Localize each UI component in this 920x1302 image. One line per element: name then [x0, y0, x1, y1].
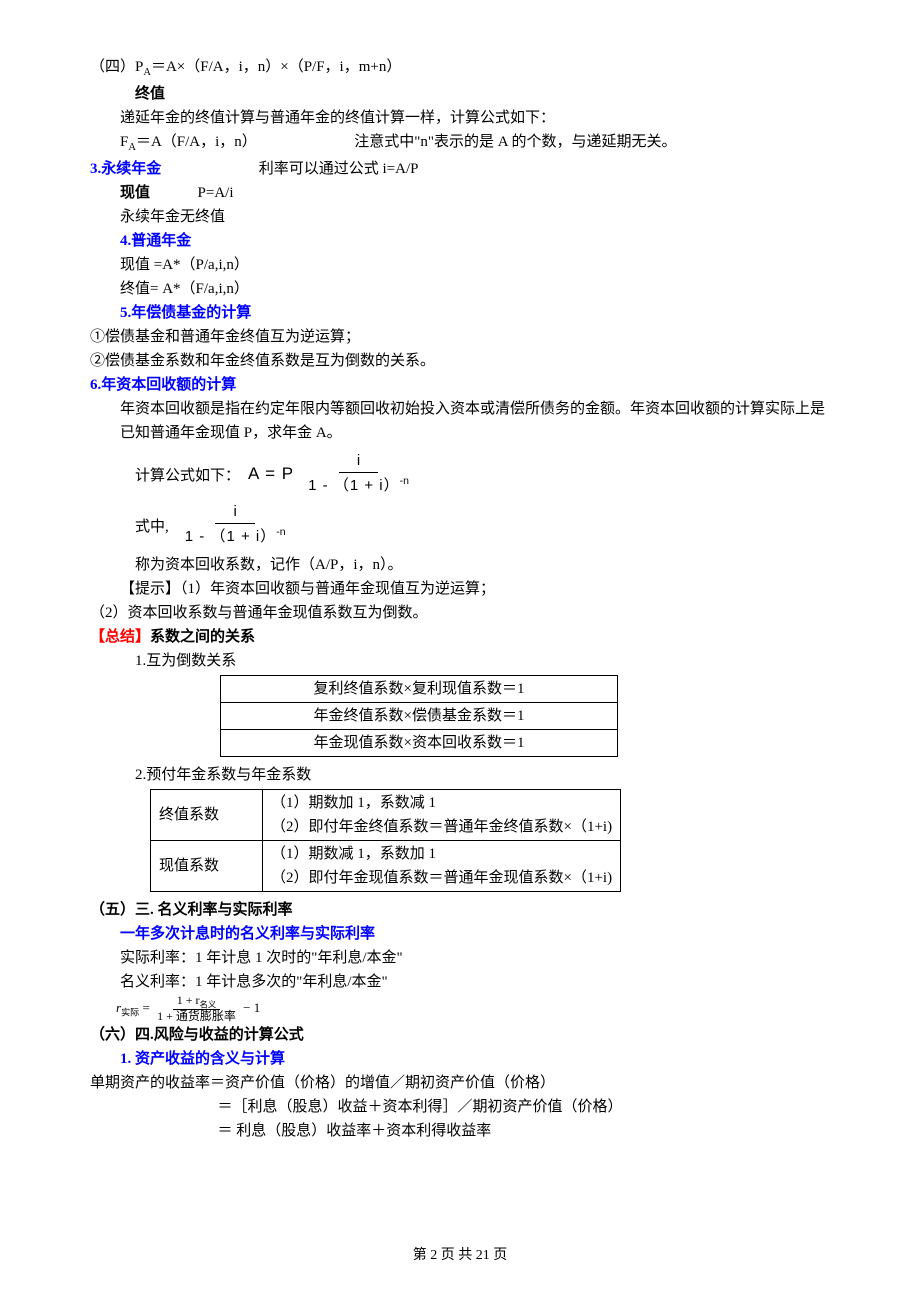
- text-line: 实际利率：1 年计息 1 次时的"年利息/本金": [90, 946, 830, 970]
- table-cell: 复利终值系数×复利现值系数＝1: [221, 675, 618, 702]
- text-bold: 系数之间的关系: [150, 629, 255, 645]
- numerator: i: [339, 451, 378, 474]
- heading: 终值: [90, 82, 830, 106]
- text-line: 现值 P=A/i: [90, 181, 830, 205]
- den-exp: -n: [276, 526, 285, 538]
- den-base: 1 - （1 + i）: [308, 477, 399, 494]
- text-line: ①偿债基金和普通年金终值互为逆运算；: [90, 325, 830, 349]
- formula-eq: A = P: [248, 460, 300, 495]
- text-red: 【总结】: [90, 629, 150, 645]
- table-cell: （1）期数加 1，系数减 1 （2）即付年金终值系数＝普通年金终值系数×（1+i…: [263, 789, 621, 840]
- text-bold: 现值: [120, 185, 150, 201]
- heading-blue: 3.永续年金: [90, 161, 161, 177]
- formula: 式中, i 1 - （1 + i）-n: [90, 502, 830, 547]
- table-row: 现值系数 （1）期数减 1，系数加 1 （2）即付年金现值系数＝普通年金现值系数…: [151, 840, 621, 891]
- text-line: （2）资本回收系数与普通年金现值系数互为倒数。: [90, 601, 830, 625]
- denominator: 1 + 通货膨胀率: [153, 1010, 240, 1023]
- formula-label: 计算公式如下：: [135, 464, 248, 496]
- text-line: ②偿债基金系数和年金终值系数是互为倒数的关系。: [90, 349, 830, 373]
- text-line: 永续年金无终值: [90, 205, 830, 229]
- table-row: 终值系数 （1）期数加 1，系数减 1 （2）即付年金终值系数＝普通年金终值系数…: [151, 789, 621, 840]
- table-cell: （1）期数减 1，系数加 1 （2）即付年金现值系数＝普通年金现值系数×（1+i…: [263, 840, 621, 891]
- text-line: 称为资本回收系数，记作（A/P，i，n）。: [90, 553, 830, 577]
- text-para: 年资本回收额是指在约定年限内等额回收初始投入资本或清偿所债务的金额。年资本回收额…: [90, 397, 830, 445]
- text-line: 【总结】系数之间的关系: [90, 625, 830, 649]
- table-cell: 年金终值系数×偿债基金系数＝1: [221, 702, 618, 729]
- formula-small: r实际 = 1 + r名义 1 + 通货膨胀率 − 1: [90, 994, 830, 1024]
- text: 利率可以通过公式 i=A/P: [259, 161, 419, 177]
- cell-line: （2）即付年金现值系数＝普通年金现值系数×（1+i): [271, 866, 612, 890]
- fraction: i 1 - （1 + i）-n: [300, 451, 417, 496]
- table-reciprocal: 复利终值系数×复利现值系数＝1 年金终值系数×偿债基金系数＝1 年金现值系数×资…: [220, 675, 618, 757]
- fraction: 1 + r名义 1 + 通货膨胀率: [153, 994, 240, 1024]
- cell-line: （1）期数加 1，系数减 1: [271, 791, 612, 815]
- text-line: 终值= A*（F/a,i,n）: [90, 277, 830, 301]
- den-exp: -n: [400, 475, 409, 487]
- cell-line: （1）期数减 1，系数加 1: [271, 842, 612, 866]
- text-line: 1.互为倒数关系: [90, 649, 830, 673]
- cell-line: （2）即付年金终值系数＝普通年金终值系数×（1+i): [271, 815, 612, 839]
- document-page: （四）PA＝A×（F/A，i，n）×（P/F，i，m+n） 终值 递延年金的终值…: [0, 0, 920, 1302]
- table-cell: 终值系数: [151, 789, 263, 840]
- text-line: 3.永续年金 利率可以通过公式 i=A/P: [90, 157, 830, 181]
- page-footer: 第 2 页 共 21 页: [0, 1245, 920, 1267]
- formula: 计算公式如下： A = P i 1 - （1 + i）-n: [90, 451, 830, 496]
- denominator: 1 - （1 + i）-n: [300, 473, 417, 496]
- text-line: ＝ 利息（股息）收益率＋资本利得收益率: [90, 1119, 830, 1143]
- eq: =: [139, 999, 153, 1014]
- text-line: 名义利率：1 年计息多次的"年利息/本金": [90, 970, 830, 994]
- formula-label: 式中,: [135, 515, 177, 547]
- num-text: 1 + r: [177, 993, 200, 1007]
- text: ＝A×（F/A，i，n）×（P/F，i，m+n）: [151, 59, 401, 75]
- heading: （五）三. 名义利率与实际利率: [90, 898, 830, 922]
- heading-blue: 6.年资本回收额的计算: [90, 373, 830, 397]
- text-line: 【提示】（1）年资本回收额与普通年金现值互为逆运算；: [90, 577, 830, 601]
- denominator: 1 - （1 + i）-n: [177, 524, 294, 547]
- table-row: 复利终值系数×复利现值系数＝1: [221, 675, 618, 702]
- text-line: ＝［利息（股息）收益＋资本利得］／期初资产价值（价格）: [90, 1095, 830, 1119]
- subscript: 名义: [200, 1000, 217, 1009]
- text-line: 现值 =A*（P/a,i,n）: [90, 253, 830, 277]
- text: P=A/i: [198, 185, 234, 201]
- heading-blue: 1. 资产收益的含义与计算: [90, 1047, 830, 1071]
- den-base: 1 - （1 + i）: [185, 528, 276, 545]
- text-line: （四）PA＝A×（F/A，i，n）×（P/F，i，m+n）: [90, 55, 830, 82]
- numerator: 1 + r名义: [173, 994, 221, 1011]
- fraction: i 1 - （1 + i）-n: [177, 502, 294, 547]
- heading-blue: 5.年偿债基金的计算: [90, 301, 830, 325]
- tail: − 1: [240, 999, 260, 1014]
- subscript: A: [143, 67, 151, 78]
- subscript: A: [128, 142, 136, 153]
- text-line: FA＝A（F/A，i，n） 注意式中"n"表示的是 A 的个数，与递延期无关。: [90, 130, 830, 157]
- table-prepaid: 终值系数 （1）期数加 1，系数减 1 （2）即付年金终值系数＝普通年金终值系数…: [150, 789, 621, 892]
- table-row: 年金终值系数×偿债基金系数＝1: [221, 702, 618, 729]
- table-cell: 年金现值系数×资本回收系数＝1: [221, 729, 618, 756]
- numerator: i: [215, 502, 254, 525]
- text-line: 单期资产的收益率＝资产价值（价格）的增值／期初资产价值（价格）: [90, 1071, 830, 1095]
- text: 注意式中"n"表示的是 A 的个数，与递延期无关。: [354, 134, 676, 150]
- heading-blue: 一年多次计息时的名义利率与实际利率: [90, 922, 830, 946]
- subscript: 实际: [121, 1007, 139, 1017]
- text-line: 递延年金的终值计算与普通年金的终值计算一样，计算公式如下：: [90, 106, 830, 130]
- heading-blue: 4.普通年金: [90, 229, 830, 253]
- text-line: 2.预付年金系数与年金系数: [90, 763, 830, 787]
- table-row: 年金现值系数×资本回收系数＝1: [221, 729, 618, 756]
- heading: （六）四.风险与收益的计算公式: [90, 1023, 830, 1047]
- table-cell: 现值系数: [151, 840, 263, 891]
- text: ＝A（F/A，i，n）: [136, 134, 257, 150]
- text: （四）P: [90, 59, 143, 75]
